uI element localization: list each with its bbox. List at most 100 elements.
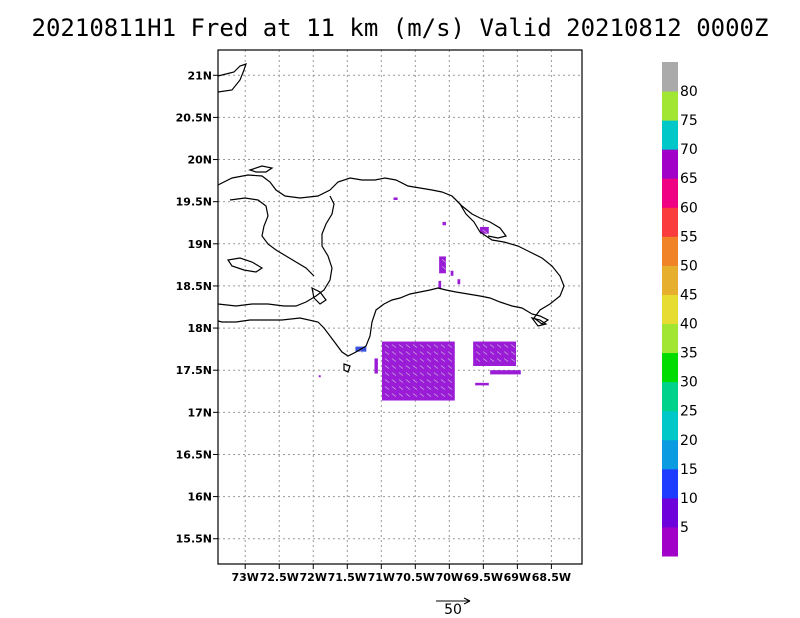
wind-barb	[412, 358, 418, 362]
wind-barb	[447, 351, 453, 355]
wind-barb	[475, 344, 481, 348]
wind-shading	[457, 279, 461, 285]
colorbar-label: 55	[680, 229, 698, 245]
wind-barb	[440, 393, 446, 397]
colorbar-swatch	[662, 294, 678, 325]
wind-shading	[381, 341, 455, 401]
colorbar-swatch	[662, 468, 678, 499]
lat-tick-label: 16.5N	[176, 448, 212, 461]
wind-barb	[440, 379, 446, 383]
lon-tick-label: 70W	[436, 571, 463, 584]
wind-barb	[398, 351, 404, 355]
wind-shading	[393, 197, 398, 200]
wind-barb	[433, 358, 439, 362]
cuba-coast	[218, 63, 247, 93]
colorbar-swatch	[662, 91, 678, 121]
lat-tick-label: 17N	[187, 406, 212, 419]
wind-barb	[419, 365, 425, 369]
lat-tick-label: 18N	[187, 322, 212, 335]
lat-tick-label: 15.5N	[176, 533, 212, 546]
wind-barb	[433, 386, 439, 390]
wind-barb	[475, 351, 481, 355]
wind-region-north-5	[438, 280, 442, 289]
colorbar-swatch	[662, 207, 678, 237]
wind-barb	[503, 344, 509, 348]
wind-region-north-7	[457, 279, 461, 285]
wind-region-north-2	[479, 226, 489, 234]
wind-barb	[433, 365, 439, 369]
wind-region-east-strip	[490, 370, 521, 375]
wind-shading	[438, 280, 442, 289]
wind-barb	[489, 351, 495, 355]
wind-barb	[405, 358, 411, 362]
wind-barb	[433, 379, 439, 383]
wind-barb	[433, 372, 439, 376]
colorbar-label: 40	[680, 317, 698, 333]
colorbar-label: 65	[680, 171, 698, 187]
wind-barb	[384, 372, 390, 376]
wind-barb	[412, 351, 418, 355]
wind-barb	[391, 344, 397, 348]
haiti-north-arm	[229, 197, 315, 277]
colorbar-swatch	[662, 439, 678, 470]
map-frame	[217, 49, 583, 565]
wind-barb	[426, 351, 432, 355]
wind-region-west-tail	[374, 358, 378, 374]
wind-barb	[398, 365, 404, 369]
colorbar-swatch	[662, 526, 678, 557]
wind-barb	[441, 259, 447, 263]
wind-barb	[405, 344, 411, 348]
wind-barb	[405, 393, 411, 397]
wind-barb	[412, 379, 418, 383]
wind-barb	[419, 351, 425, 355]
wind-barb	[426, 393, 432, 397]
wind-barb	[426, 386, 432, 390]
wind-barb	[489, 358, 495, 362]
colorbar-swatch	[662, 178, 678, 208]
wind-barb	[440, 351, 446, 355]
plot-title: 20210811H1 Fred at 11 km (m/s) Valid 202…	[31, 14, 769, 42]
wind-barb	[447, 344, 453, 348]
colorbar-label: 15	[680, 462, 698, 478]
wind-region-east-tail	[475, 382, 489, 386]
wind-barb	[489, 344, 495, 348]
wind-barb	[398, 379, 404, 383]
colorbar-swatch	[662, 149, 678, 179]
lat-tick-label: 17.5N	[176, 364, 212, 377]
wind-barb	[510, 351, 516, 355]
wind-barb	[412, 393, 418, 397]
beata-island	[343, 363, 351, 373]
reference-vector: 50	[436, 597, 471, 618]
latitude-labels: 21N 20.5N 20N 19.5N 19N 18.5N 18N 17.5N 17N 16.5N…	[176, 69, 218, 546]
lat-tick-label: 20.5N	[176, 111, 212, 124]
samana-coast	[451, 195, 508, 239]
wind-region-north-1	[439, 256, 447, 274]
wind-barb	[391, 358, 397, 362]
wind-barb	[398, 372, 404, 376]
wind-barb	[433, 351, 439, 355]
wind-barb	[419, 358, 425, 362]
lat-tick-label: 16N	[187, 491, 212, 504]
wind-barb	[419, 372, 425, 376]
lat-tick-label: 19N	[187, 238, 212, 251]
wind-barb	[384, 351, 390, 355]
wind-barb	[412, 372, 418, 376]
wind-barb	[419, 386, 425, 390]
colorbar-swatch	[662, 62, 678, 92]
saona-island	[530, 317, 548, 327]
lat-tick-label: 18.5N	[176, 280, 212, 293]
wind-barb	[433, 344, 439, 348]
wind-barb	[447, 393, 453, 397]
lon-tick-label: 73W	[231, 571, 258, 584]
wind-barb	[441, 266, 447, 270]
colorbar-swatch	[662, 120, 678, 150]
wind-barb	[433, 393, 439, 397]
colorbar-swatch	[662, 323, 678, 354]
wind-barb	[447, 365, 453, 369]
wind-barb	[405, 379, 411, 383]
wind-barb	[440, 358, 446, 362]
lat-tick-label: 19.5N	[176, 196, 212, 209]
lon-tick-label: 68.5W	[532, 571, 571, 584]
wind-shading	[490, 370, 521, 375]
